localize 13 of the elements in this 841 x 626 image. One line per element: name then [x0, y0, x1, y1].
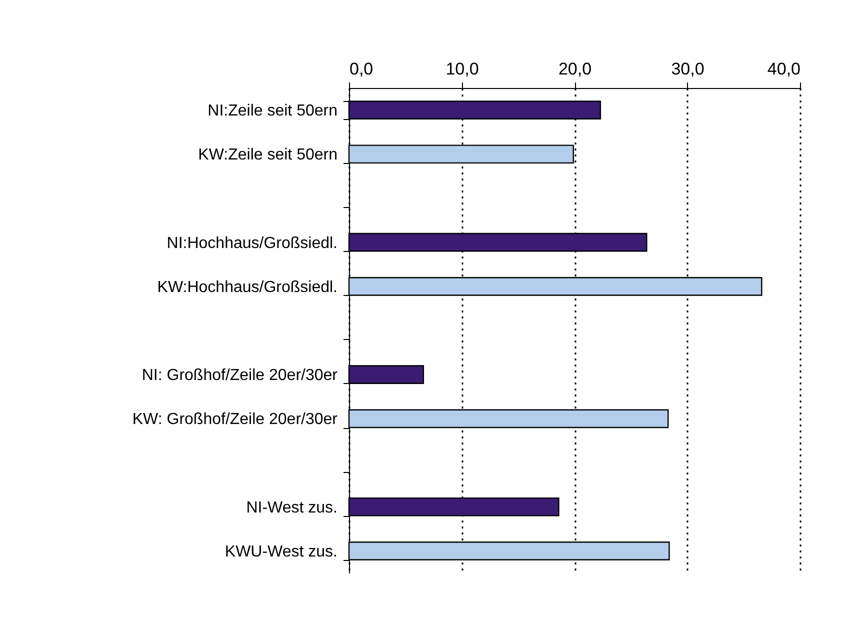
x-tick-label: 10,0 — [446, 60, 479, 78]
y-tick-label: KWU-West zus. — [224, 543, 338, 560]
y-tick-label: NI:Hochhaus/Großsiedl. — [166, 234, 338, 252]
x-tick-label: 30,0 — [671, 60, 704, 78]
x-tick-label: 20,0 — [558, 60, 592, 78]
x-tick-label: 40,0 — [767, 60, 800, 78]
y-tick-label: NI:Zeile seit 50ern — [208, 102, 338, 120]
y-tick-label: NI-West zus. — [246, 499, 338, 516]
y-tick-label: KW:Hochhaus/Großsiedl. — [157, 278, 338, 296]
y-tick-label: NI: Großhof/Zeile 20er/30er — [142, 367, 338, 384]
x-tick-label: 0,0 — [350, 60, 374, 78]
y-tick-label: KW:Zeile seit 50ern — [198, 146, 338, 164]
y-tick-label: KW: Großhof/Zeile 20er/30er — [132, 411, 338, 428]
